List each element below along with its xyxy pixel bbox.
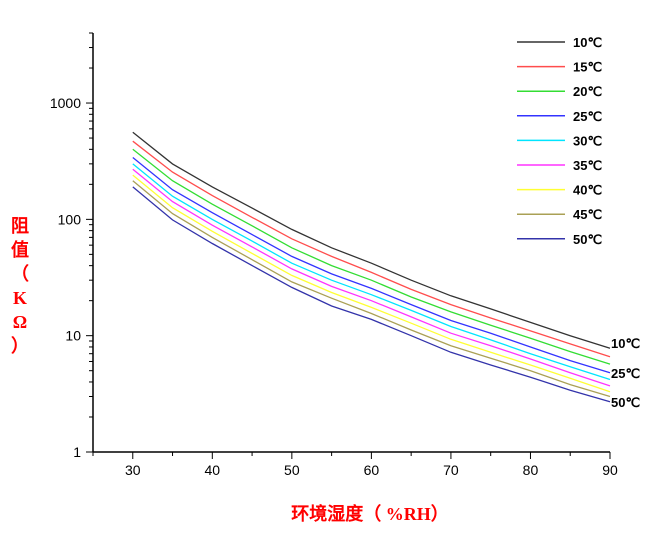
legend-label: 15℃	[573, 60, 602, 75]
x-tick-label: 30	[125, 462, 141, 478]
legend-label: 50℃	[573, 232, 602, 247]
end-label: 25℃	[611, 366, 640, 381]
x-tick-label: 40	[205, 462, 221, 478]
legend: 10℃ 15℃ 20℃ 25℃ 30℃ 35℃ 40℃ 45℃ 50℃	[517, 35, 602, 247]
series-line-8	[132, 186, 611, 403]
series-line-7	[132, 180, 611, 398]
series-line-5	[132, 168, 611, 387]
x-tick-label: 70	[443, 462, 459, 478]
y-tick-label: 10	[65, 328, 81, 344]
series-line-4	[132, 163, 611, 381]
legend-label: 45℃	[573, 207, 602, 222]
series-layer	[132, 131, 611, 403]
legend-label: 35℃	[573, 158, 602, 173]
y-tick-label: 1000	[50, 95, 81, 111]
legend-label: 40℃	[573, 183, 602, 198]
axes: 30 40 50 60 70 80 90 1 10 100 1000	[50, 32, 618, 478]
y-axis-title: 阻值（ K Ω）	[11, 216, 29, 356]
x-tick-label: 90	[602, 462, 618, 478]
series-line-2	[132, 148, 611, 365]
x-tick-label: 50	[284, 462, 300, 478]
x-tick-label: 80	[523, 462, 539, 478]
x-axis-title: 环境湿度（ %RH）	[291, 503, 449, 524]
series-line-1	[132, 140, 611, 358]
series-line-3	[132, 156, 611, 374]
end-labels: 10℃ 25℃ 50℃	[611, 336, 640, 410]
legend-label: 10℃	[573, 35, 602, 50]
series-line-0	[132, 131, 611, 349]
y-tick-label: 100	[58, 211, 82, 227]
end-label: 10℃	[611, 336, 640, 351]
series-line-6	[132, 174, 611, 393]
legend-label: 30℃	[573, 133, 602, 148]
legend-label: 20℃	[573, 84, 602, 99]
legend-label: 25℃	[573, 109, 602, 124]
end-label: 50℃	[611, 395, 640, 410]
y-tick-label: 1	[73, 444, 81, 460]
x-tick-label: 60	[364, 462, 380, 478]
